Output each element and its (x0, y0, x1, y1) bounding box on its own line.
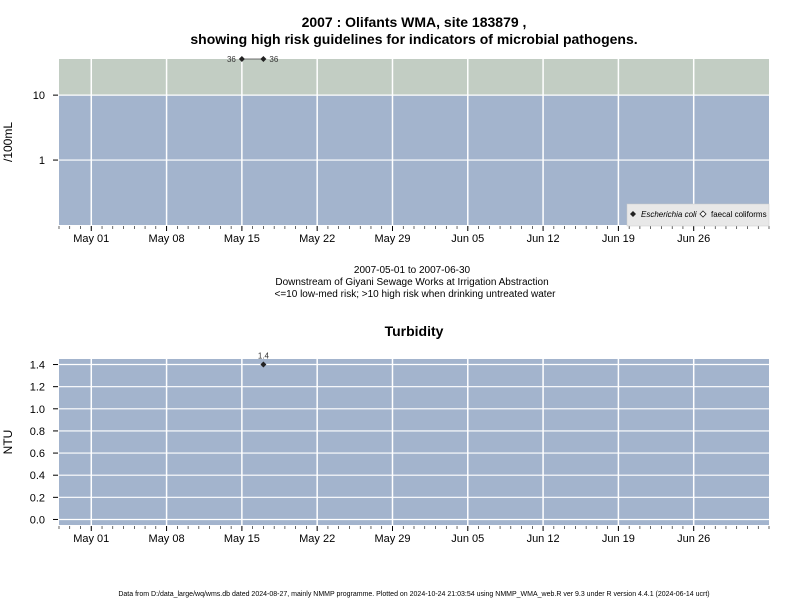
top-y-axis-label: /100mL (1, 122, 15, 162)
top-chart-panel: May 01 May 08 May 15 May 22 May 29 Jun 05 Jun … (33, 55, 770, 245)
ecoli-data-label: 36 (269, 55, 278, 64)
legend-faecal-marker (699, 210, 707, 218)
legend-faecal-label: faecal coliforms (711, 210, 767, 219)
risk-guideline-subtitle: <=10 low-med risk; >10 high risk when dr… (275, 289, 557, 300)
turbidity-data-point (260, 361, 267, 368)
y-tick-label: 0.8 (30, 426, 45, 438)
turbidity-y-axis: 0.0 0.2 0.4 0.6 0.8 1.0 1.2 1.4 (30, 360, 58, 526)
y-tick-label: 0.0 (30, 514, 45, 526)
x-tick-label: Jun 19 (602, 233, 635, 245)
turbidity-plot-background (59, 359, 769, 525)
y-tick-label: 0.6 (30, 448, 45, 460)
turbidity-chart-grid (59, 359, 769, 525)
x-tick-label: May 01 (73, 233, 109, 245)
x-tick-label: May 29 (374, 233, 410, 245)
x-tick-label: May 15 (224, 533, 260, 545)
y-tick-label: 1.2 (30, 382, 45, 394)
top-y-axis: 1 10 (33, 90, 58, 167)
top-chart-title-line1: 2007 : Olifants WMA, site 183879 , (302, 14, 527, 30)
y-tick-label: 10 (33, 90, 45, 102)
x-tick-label: May 08 (149, 233, 185, 245)
ecoli-data-point (260, 56, 267, 62)
y-tick-label: 1.0 (30, 404, 45, 416)
top-chart-legend: Escherichia coli faecal coliforms (626, 203, 770, 227)
ecoli-data-label: 36 (227, 55, 236, 64)
x-tick-label: Jun 05 (451, 233, 484, 245)
x-tick-label: Jun 19 (602, 533, 635, 545)
x-tick-label: May 01 (73, 533, 109, 545)
data-source-footer: Data from D:/data_large/wq/wms.db dated … (118, 591, 709, 598)
legend-ecoli-marker (630, 211, 636, 217)
y-tick-label: 0.4 (30, 470, 45, 482)
turbidity-x-axis: May 01 May 08 May 15 May 22 May 29 Jun 05 Jun … (58, 526, 770, 545)
turbidity-chart-title: Turbidity (385, 323, 444, 339)
y-tick-label: 1 (39, 155, 45, 167)
top-chart-title-line2: showing high risk guidelines for indicat… (190, 31, 637, 47)
turbidity-chart-panel: May 01 May 08 May 15 May 22 May 29 Jun 05 Jun … (30, 352, 770, 545)
high-risk-band (59, 59, 769, 96)
legend-box (626, 203, 770, 227)
date-range-subtitle: 2007-05-01 to 2007-06-30 (354, 265, 471, 276)
ecoli-data-point (238, 56, 245, 62)
x-tick-label: Jun 05 (451, 533, 484, 545)
x-tick-label: Jun 12 (527, 233, 560, 245)
x-tick-label: May 29 (374, 533, 410, 545)
site-description-subtitle: Downstream of Giyani Sewage Works at Irr… (275, 277, 548, 288)
top-x-axis: May 01 May 08 May 15 May 22 May 29 Jun 05 Jun … (58, 226, 770, 245)
y-tick-label: 0.2 (30, 492, 45, 504)
x-tick-label: Jun 26 (677, 533, 710, 545)
x-tick-label: May 15 (224, 233, 260, 245)
x-tick-label: May 22 (299, 233, 335, 245)
x-tick-label: May 08 (149, 533, 185, 545)
legend-ecoli-label: Escherichia coli (641, 210, 697, 219)
x-tick-label: May 22 (299, 533, 335, 545)
turbidity-series: 1.4 (258, 352, 270, 368)
x-tick-label: Jun 26 (677, 233, 710, 245)
top-chart-grid (59, 59, 769, 225)
turbidity-y-axis-label: NTU (1, 430, 15, 455)
turbidity-data-label: 1.4 (258, 352, 270, 361)
top-chart-series: 36 36 (227, 55, 279, 64)
x-tick-label: Jun 12 (527, 533, 560, 545)
y-tick-label: 1.4 (30, 360, 45, 372)
